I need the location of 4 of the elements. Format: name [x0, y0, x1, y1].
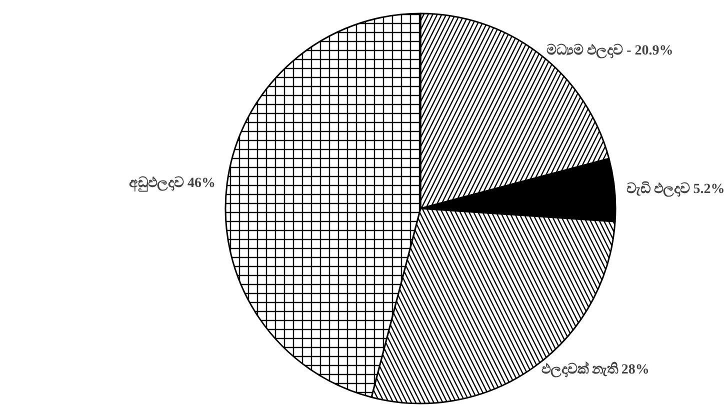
slice-label: මධ්‍යම ඵලදාව - 20.9% [546, 42, 674, 60]
slice-label: ඵලදාවක් නැති 28% [541, 360, 650, 378]
slice-label: වැඩි ඵලදාව 5.2% [626, 180, 725, 198]
slice-label: අඩුඵලදාව 46% [128, 174, 216, 193]
